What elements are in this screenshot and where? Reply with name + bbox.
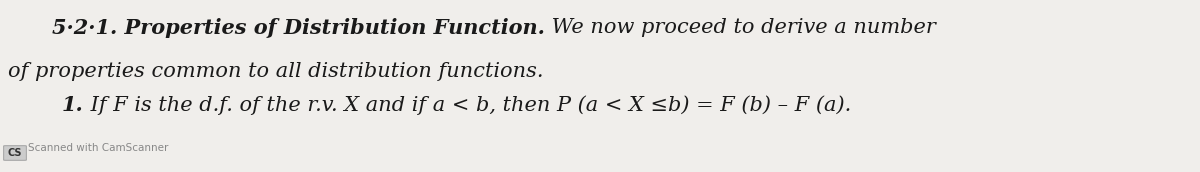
Text: 1.: 1.	[62, 95, 84, 115]
Text: of properties common to all distribution functions.: of properties common to all distribution…	[8, 62, 544, 81]
Text: 5·2·1. Properties of Distribution Function.: 5·2·1. Properties of Distribution Functi…	[52, 18, 545, 38]
Text: Scanned with CamScanner: Scanned with CamScanner	[28, 143, 168, 153]
Text: We now proceed to derive a number: We now proceed to derive a number	[545, 18, 936, 37]
Text: If F is the d.f. of the r.v. X and if a < b, then P (a < X ≤b) = F (b) – F (a).: If F is the d.f. of the r.v. X and if a …	[84, 95, 851, 115]
Text: CS: CS	[7, 148, 23, 158]
